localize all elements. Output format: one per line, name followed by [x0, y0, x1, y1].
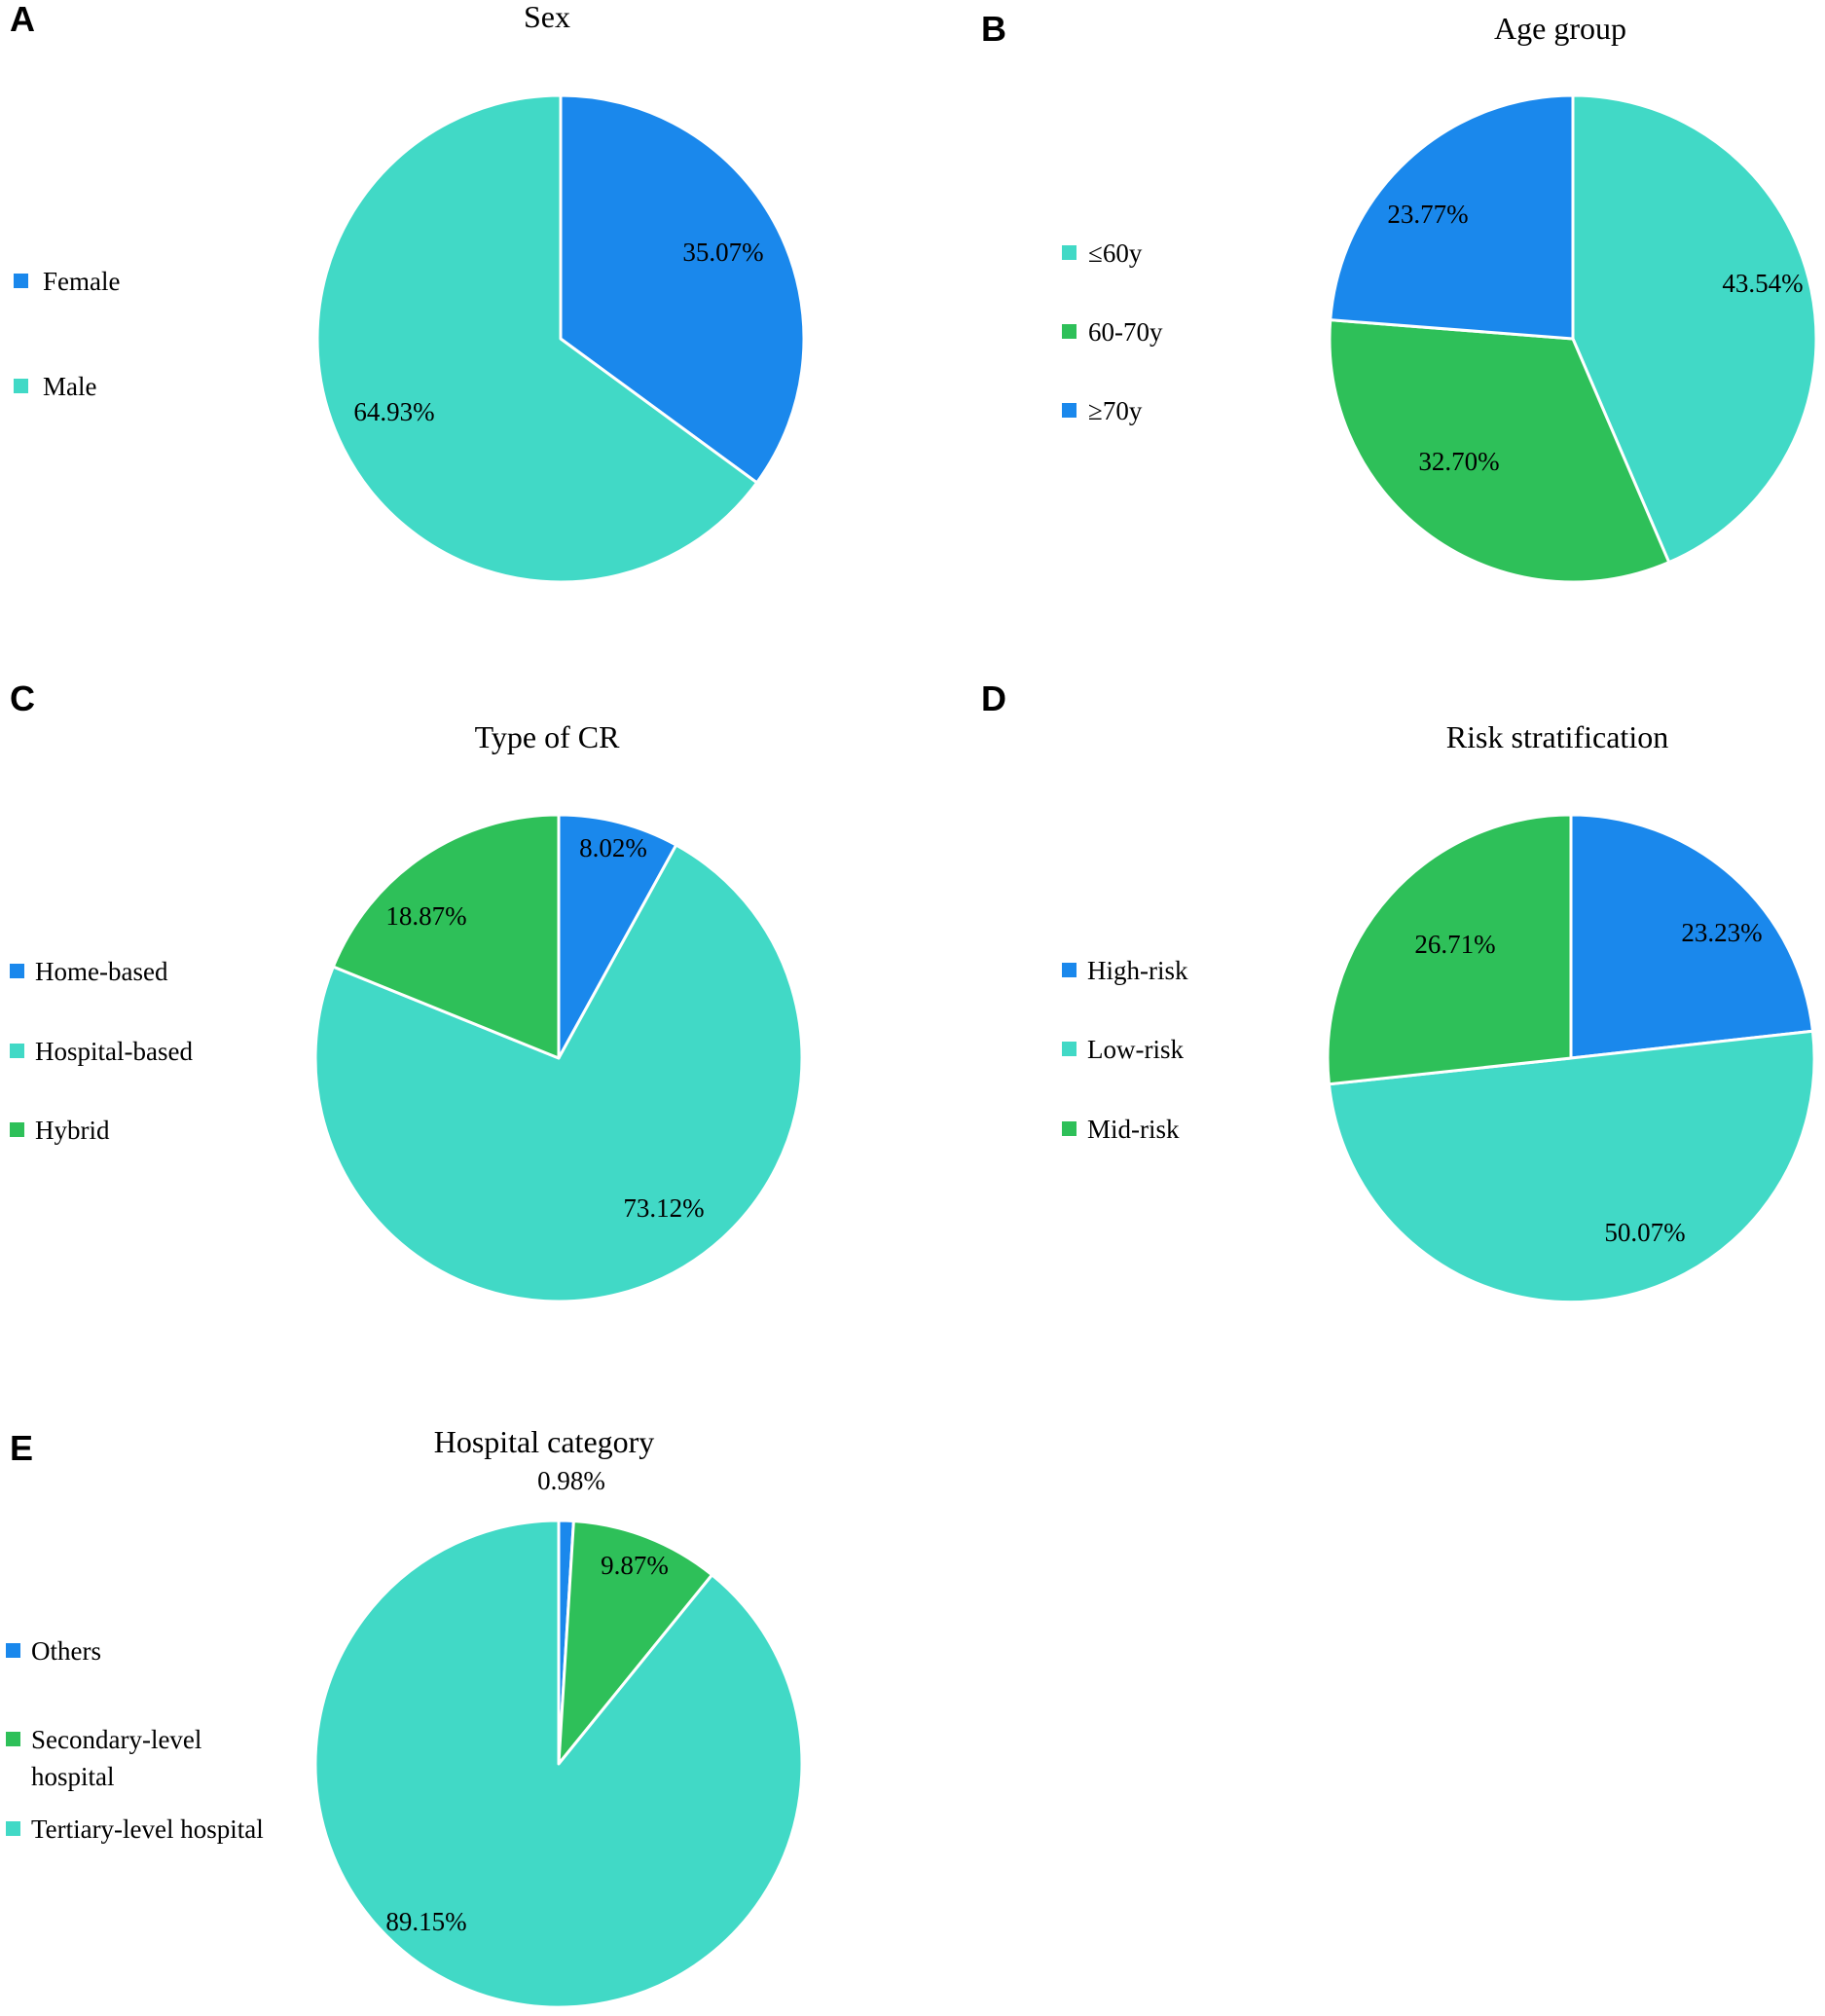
legend-a: Female Male [14, 267, 120, 401]
pie-slice-a-1 [559, 93, 806, 485]
pie-slice-e-2 [557, 1519, 714, 1766]
legend-label-line: ≥70y [1088, 396, 1143, 425]
legend-swatch-d-1 [1062, 963, 1077, 977]
pie-slice-c-2 [313, 843, 804, 1303]
legend-label-b-3: ≥70y [1088, 396, 1143, 425]
legend-label-line: Female [43, 267, 120, 296]
legend-label-line: Home-based [35, 957, 168, 986]
chart-title-c: Type of CR [475, 719, 621, 754]
chart-title-e: Hospital category [434, 1424, 655, 1459]
legend-label-a-2: Male [43, 372, 96, 401]
legend-label-line: hospital [31, 1762, 115, 1791]
pie-slice-e-3 [313, 1519, 804, 2009]
legend-swatch-d-2 [1062, 1042, 1077, 1056]
legend-swatch-e-2 [6, 1732, 20, 1746]
legend-swatch-b-2 [1062, 324, 1077, 339]
legend-label-line: 60-70y [1088, 317, 1163, 347]
legend-c: Home-based Hospital-based Hybrid [10, 957, 193, 1145]
slice-label-b-2: 32.70% [1418, 447, 1499, 476]
slice-label-d-3: 26.71% [1414, 930, 1495, 959]
legend-swatch-b-3 [1062, 403, 1077, 418]
slice-label-b-1: 43.54% [1722, 269, 1803, 298]
legend-label-d-1: High-risk [1087, 956, 1188, 985]
slice-label-b-3: 23.77% [1387, 200, 1468, 229]
pie-slice-d-3 [1326, 813, 1573, 1086]
legend-label-line: High-risk [1087, 956, 1188, 985]
panel-letter-d: D [981, 678, 1006, 718]
panel-d: D Risk stratification 23.23% 50.07% 26.71% Hi… [981, 678, 1816, 1304]
legend-label-line: Hybrid [35, 1116, 110, 1145]
legend-e: Others Secondary-level hospital Tertiary-le… [6, 1636, 264, 1844]
slice-label-d-2: 50.07% [1604, 1218, 1685, 1247]
pie-slice-b-3 [1329, 93, 1575, 341]
slice-label-e-3: 89.15% [385, 1907, 466, 1936]
legend-swatch-a-1 [14, 274, 28, 288]
panel-letter-b: B [981, 9, 1006, 49]
legend-b: ≤60y 60-70y ≥70y [1062, 238, 1163, 425]
legend-swatch-a-2 [14, 379, 28, 393]
panel-letter-a: A [10, 0, 35, 39]
slice-label-c-2: 73.12% [623, 1193, 704, 1223]
legend-label-line: Male [43, 372, 96, 401]
pie-slice-d-1 [1569, 813, 1814, 1060]
legend-label-d-3: Mid-risk [1087, 1115, 1180, 1144]
legend-label-line: Hospital-based [35, 1037, 193, 1066]
panel-e: E Hospital category 0.98% 9.87% 89.15% Others… [6, 1424, 804, 2009]
slice-label-d-1: 23.23% [1681, 918, 1762, 947]
legend-label-a-1: Female [43, 267, 120, 296]
legend-d: High-risk Low-risk Mid-risk [1062, 956, 1188, 1144]
legend-label-line: Mid-risk [1087, 1115, 1180, 1144]
legend-label-e-3: Tertiary-level hospital [31, 1814, 264, 1844]
pie-slice-a-2 [315, 93, 759, 584]
legend-swatch-e-1 [6, 1643, 20, 1658]
panel-a: A Sex 35.07% 64.93% Female Male [10, 0, 806, 584]
legend-label-c-2: Hospital-based [35, 1037, 193, 1066]
legend-label-line: Tertiary-level hospital [31, 1814, 264, 1844]
chart-title-b: Age group [1494, 11, 1626, 46]
panel-b: B Age group 43.54% 32.70% 23.77% ≤60y 60-70y ≥7… [981, 9, 1818, 584]
legend-swatch-e-3 [6, 1821, 20, 1836]
slice-label-c-1: 8.02% [579, 833, 647, 862]
legend-label-b-1: ≤60y [1088, 238, 1143, 268]
chart-title-d: Risk stratification [1446, 719, 1668, 754]
pie-slice-c-3 [331, 813, 561, 1060]
legend-swatch-c-1 [10, 964, 24, 978]
legend-swatch-b-1 [1062, 245, 1077, 260]
panel-letter-e: E [10, 1428, 33, 1468]
pie-slice-b-1 [1571, 93, 1818, 565]
legend-label-e-2: Secondary-level hospital [31, 1725, 201, 1791]
legend-swatch-d-3 [1062, 1121, 1077, 1136]
slice-label-e-1: 0.98% [537, 1466, 605, 1495]
legend-label-c-1: Home-based [35, 957, 168, 986]
legend-label-c-3: Hybrid [35, 1116, 110, 1145]
chart-title-a: Sex [524, 0, 570, 34]
legend-label-line: Others [31, 1636, 101, 1666]
legend-swatch-c-2 [10, 1044, 24, 1058]
panel-letter-c: C [10, 678, 35, 718]
slice-label-a-1: 35.07% [682, 238, 763, 267]
legend-label-line: ≤60y [1088, 238, 1143, 268]
legend-swatch-c-3 [10, 1122, 24, 1137]
legend-label-e-1: Others [31, 1636, 101, 1666]
pie-slice-b-2 [1328, 318, 1671, 584]
pie-slice-c-1 [557, 813, 678, 1060]
legend-label-b-2: 60-70y [1088, 317, 1163, 347]
legend-label-line: Low-risk [1087, 1035, 1184, 1064]
slice-label-a-2: 64.93% [353, 397, 434, 426]
legend-label-d-2: Low-risk [1087, 1035, 1184, 1064]
slice-label-c-3: 18.87% [385, 901, 466, 931]
slice-label-e-2: 9.87% [601, 1551, 669, 1580]
legend-label-line: Secondary-level [31, 1725, 201, 1754]
pie-slice-d-2 [1327, 1029, 1816, 1304]
